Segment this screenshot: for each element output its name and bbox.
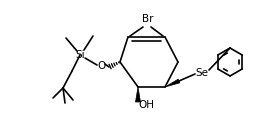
Text: Si: Si [75,50,85,60]
Text: Se: Se [196,68,208,78]
Text: O: O [97,61,105,71]
Text: OH: OH [138,100,154,110]
Text: Br: Br [142,14,154,24]
Polygon shape [135,87,141,102]
Polygon shape [165,79,180,87]
